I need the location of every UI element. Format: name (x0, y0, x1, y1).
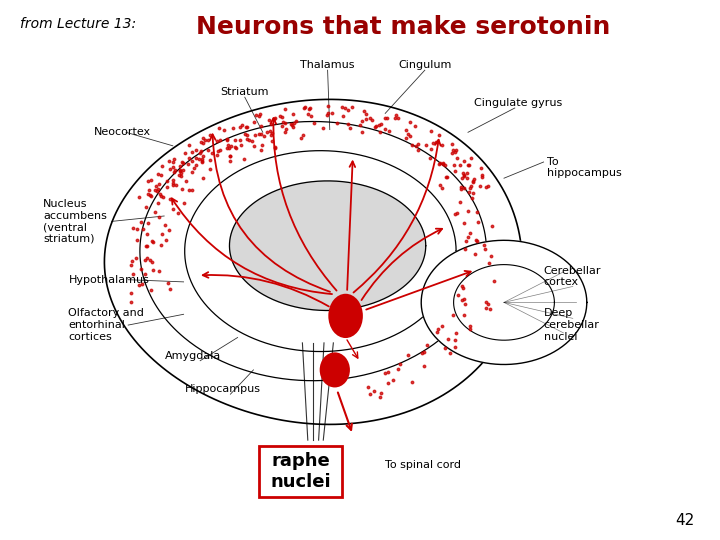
Polygon shape (421, 240, 587, 364)
Text: To spinal cord: To spinal cord (385, 461, 462, 470)
Text: Cingulum: Cingulum (398, 60, 451, 70)
Ellipse shape (328, 294, 363, 338)
Text: from Lecture 13:: from Lecture 13: (20, 17, 136, 31)
Text: Hypothalamus: Hypothalamus (68, 275, 149, 285)
Text: Deep
cerebellar
nuclei: Deep cerebellar nuclei (544, 308, 600, 342)
Text: Hippocampus: Hippocampus (185, 384, 261, 394)
Text: Neurons that make serotonin: Neurons that make serotonin (196, 15, 611, 39)
Text: Cingulate gyrus: Cingulate gyrus (474, 98, 562, 108)
Text: raphe
nuclei: raphe nuclei (270, 452, 331, 490)
Text: Neocortex: Neocortex (94, 127, 150, 137)
Text: Thalamus: Thalamus (300, 60, 355, 70)
Text: Striatum: Striatum (220, 87, 269, 97)
Text: Nucleus
accumbens
(ventral
striatum): Nucleus accumbens (ventral striatum) (43, 199, 107, 244)
Text: 42: 42 (675, 513, 695, 528)
Ellipse shape (320, 352, 350, 388)
Text: ai: ai (333, 484, 341, 494)
Text: Amygdala: Amygdala (165, 350, 221, 361)
Text: Olfactory and
entorhinal
cortices: Olfactory and entorhinal cortices (68, 308, 144, 342)
FancyBboxPatch shape (259, 446, 342, 497)
Text: Cerebellar
cortex: Cerebellar cortex (544, 266, 601, 287)
Text: To
hippocampus: To hippocampus (547, 157, 622, 178)
Polygon shape (230, 181, 426, 310)
